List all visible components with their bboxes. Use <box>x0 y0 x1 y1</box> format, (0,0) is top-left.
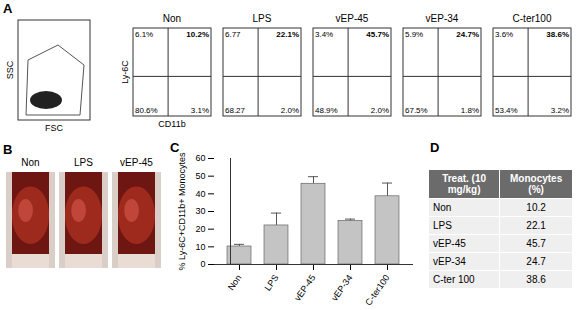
svg-text:Non: Non <box>21 157 39 168</box>
svg-text:Non: Non <box>226 273 244 292</box>
svg-text:2.0%: 2.0% <box>371 106 389 115</box>
svg-text:38.6%: 38.6% <box>546 30 569 39</box>
html-text:vEP-34: vEP-34 <box>433 256 466 267</box>
svg-text:FSC: FSC <box>45 123 64 133</box>
svg-text:50: 50 <box>195 171 205 181</box>
html-text:LPS: LPS <box>433 220 452 231</box>
html-text:Monocytes (%): Monocytes (%) <box>510 173 563 195</box>
svg-text:24.7%: 24.7% <box>456 30 479 39</box>
svg-text:2.0%: 2.0% <box>281 106 299 115</box>
svg-text:LPS: LPS <box>263 273 281 293</box>
svg-text:10: 10 <box>195 242 205 252</box>
svg-text:Ly-6C: Ly-6C <box>120 60 130 84</box>
html-text:C-ter 100: C-ter 100 <box>433 274 475 285</box>
svg-text:C-ter100: C-ter100 <box>513 13 552 24</box>
svg-text:3.4%: 3.4% <box>315 30 333 39</box>
svg-text:3.1%: 3.1% <box>191 106 209 115</box>
svg-text:SSC: SSC <box>5 60 15 79</box>
svg-text:60: 60 <box>195 153 205 163</box>
svg-text:Non: Non <box>163 13 181 24</box>
svg-text:A: A <box>3 1 13 16</box>
svg-text:80.6%: 80.6% <box>135 106 158 115</box>
svg-text:45.7%: 45.7% <box>366 30 389 39</box>
svg-text:40: 40 <box>195 189 205 199</box>
svg-text:vEP-45: vEP-45 <box>292 273 317 303</box>
html-text:vEP-45: vEP-45 <box>433 238 466 249</box>
html-text:10.2: 10.2 <box>526 202 546 213</box>
svg-text:22.1%: 22.1% <box>276 30 299 39</box>
svg-text:30: 30 <box>195 206 205 216</box>
svg-text:LPS: LPS <box>74 157 93 168</box>
html-text:22.1: 22.1 <box>526 220 546 231</box>
svg-text:53.4%: 53.4% <box>495 106 518 115</box>
svg-text:6.77: 6.77 <box>225 30 241 39</box>
html-text:Treat. (10 mg/kg): Treat. (10 mg/kg) <box>442 173 487 195</box>
html-text:24.7: 24.7 <box>526 256 546 267</box>
html-text:38.6: 38.6 <box>526 274 546 285</box>
svg-text:10.2%: 10.2% <box>186 30 209 39</box>
svg-text:C-ter100: C-ter100 <box>363 273 391 307</box>
svg-text:3.2%: 3.2% <box>551 106 569 115</box>
svg-text:vEP-45: vEP-45 <box>120 157 153 168</box>
svg-text:LPS: LPS <box>253 13 272 24</box>
svg-text:1.8%: 1.8% <box>461 106 479 115</box>
svg-text:48.9%: 48.9% <box>315 106 338 115</box>
html-text:Non: Non <box>433 202 452 213</box>
html-text:D: D <box>430 140 440 155</box>
svg-text:vEP-45: vEP-45 <box>336 13 369 24</box>
svg-text:CD11b: CD11b <box>158 119 185 129</box>
svg-text:vEP-34: vEP-34 <box>329 273 354 303</box>
svg-text:% Ly-6C+CD11b+ Monocytes: % Ly-6C+CD11b+ Monocytes <box>177 152 187 271</box>
svg-text:vEP-34: vEP-34 <box>426 13 459 24</box>
svg-text:3.6%: 3.6% <box>495 30 513 39</box>
svg-text:5.9%: 5.9% <box>405 30 423 39</box>
svg-text:68.27: 68.27 <box>225 106 246 115</box>
svg-text:67.5%: 67.5% <box>405 106 428 115</box>
html-text:45.7: 45.7 <box>526 238 546 249</box>
svg-text:6.1%: 6.1% <box>135 30 153 39</box>
html-text:C: C <box>170 140 180 155</box>
svg-text:20: 20 <box>195 224 205 234</box>
svg-text:0: 0 <box>200 259 205 269</box>
svg-text:B: B <box>3 142 12 157</box>
